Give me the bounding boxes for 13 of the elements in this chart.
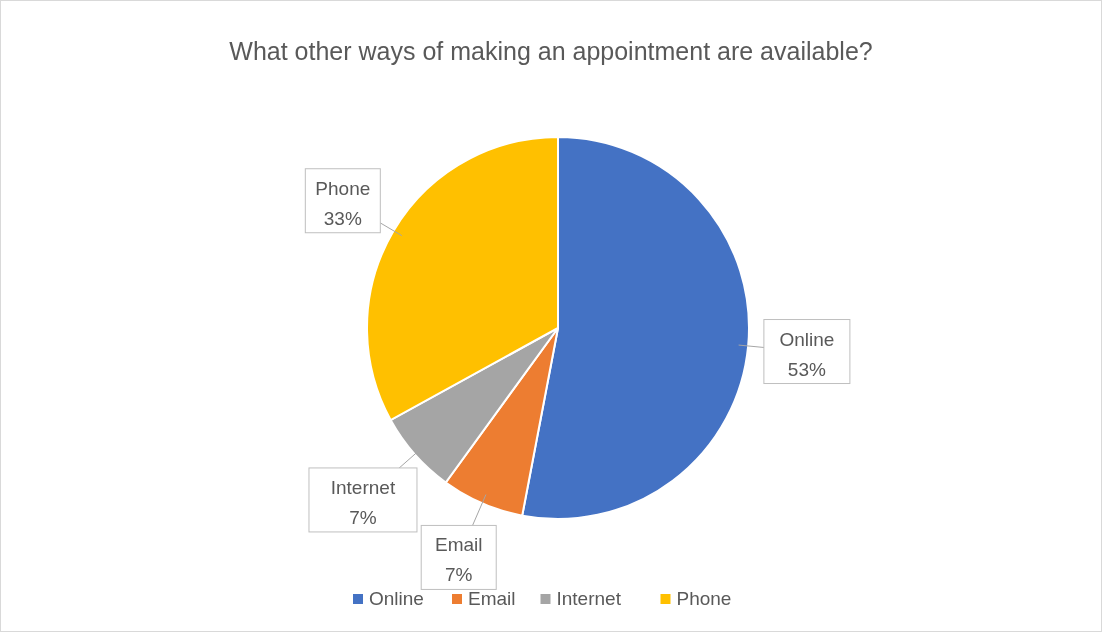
legend-label: Phone: [676, 588, 732, 609]
data-label: 7%: [444, 564, 473, 586]
slice-label: Email: [434, 534, 483, 556]
data-label: 33%: [323, 207, 362, 229]
legend-label: Email: [468, 588, 516, 609]
legend-label: Online: [369, 588, 424, 609]
legend-label: Internet: [556, 588, 622, 609]
slice-label: Internet: [330, 476, 396, 498]
data-label: 53%: [787, 358, 827, 380]
chart-title: What other ways of making an appointment are available?: [229, 37, 873, 65]
data-label: 7%: [349, 506, 377, 528]
slice-label: Phone: [315, 177, 371, 199]
slice-label: Online: [779, 328, 835, 350]
